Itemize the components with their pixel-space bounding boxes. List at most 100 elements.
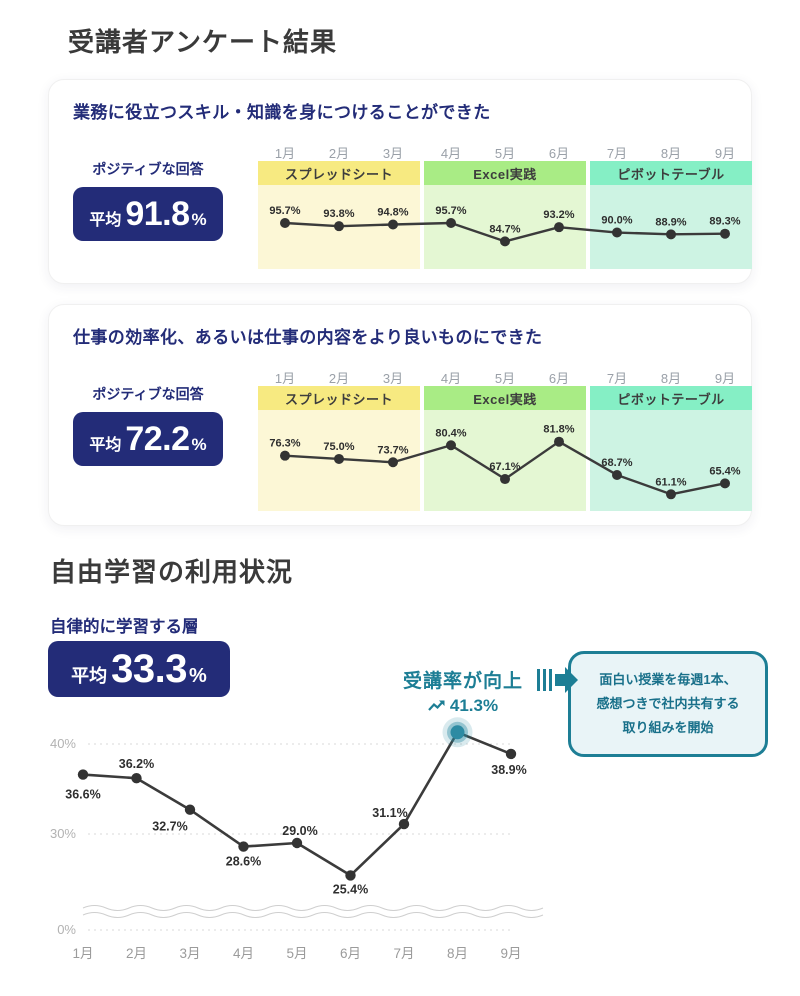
phase-label: ピボットテーブル <box>590 386 752 410</box>
badge-label: ポジティブな回答 <box>92 386 204 402</box>
average-prefix: 平均 <box>89 436 122 454</box>
phase-band: ピボットテーブル <box>590 161 752 269</box>
y-axis-tick: 40% <box>50 736 76 751</box>
month-label: 1月 <box>274 371 296 386</box>
average-text: 平均 91.8% <box>89 195 206 234</box>
value-label: 90.0% <box>601 215 632 227</box>
trend-up-icon <box>428 700 445 711</box>
arrow-right-glyph <box>537 667 578 693</box>
month-label: 3月 <box>382 371 404 386</box>
phase-bands: スプレッドシート Excel実践 ピボットテーブル 76.3% 75.0% 73.7% 80… <box>258 386 752 511</box>
attendance-rate-line-chart: 40% 30% 0% 36.6% 36.2% 32.7% 28.6% 29.0% 25.4% 31… <box>48 717 568 976</box>
value-label: 88.9% <box>655 216 686 228</box>
data-point <box>554 436 564 447</box>
month-label: 7月 <box>606 371 628 386</box>
month-label: 5月 <box>494 371 516 386</box>
skills-phase-line-chart: 1月 2月 3月 4月 5月 6月 7月 8月 9月 スプレッドシート Excel実践 ピボットテーブ… <box>258 147 752 269</box>
survey-card-skills: 業務に役立つスキル・知識を身につけることができた ポジティブな回答 平均 91.8… <box>48 79 752 284</box>
month-label: 8月 <box>447 946 468 961</box>
data-point <box>505 748 517 760</box>
average-text: 平均 33.3% <box>71 647 207 692</box>
annotation-value: 41.3% <box>449 696 499 715</box>
data-point <box>446 440 456 451</box>
month-axis: 1月 2月 3月 4月 5月 6月 7月 8月 9月 <box>258 147 752 161</box>
data-point <box>334 221 344 232</box>
phase-body <box>424 410 586 511</box>
data-point <box>612 227 622 238</box>
data-point <box>280 450 290 461</box>
month-label: 9月 <box>500 946 521 961</box>
card-title-skills: 業務に役立つスキル・知識を身につけることができた <box>73 103 491 122</box>
data-point <box>334 453 344 464</box>
month-group: 1月 2月 3月 <box>258 372 420 386</box>
value-label: 76.3% <box>269 438 300 450</box>
phase-bands: スプレッドシート Excel実践 ピボットテーブル 95.7% 93.8% 94.8% 95… <box>258 161 752 269</box>
data-point <box>500 474 510 485</box>
data-point <box>345 870 356 881</box>
month-label: 1月 <box>72 946 93 961</box>
month-group: 1月 2月 3月 <box>258 147 420 161</box>
average-badge-group: ポジティブな回答 平均 72.2% <box>73 372 258 511</box>
free-learning-line-plot: 40% 30% 0% 36.6% 36.2% 32.7% 28.6% 29.0% 25.4% 31… <box>50 717 544 961</box>
average-unit: % <box>189 664 207 687</box>
badge-label: ポジティブな回答 <box>92 161 204 177</box>
data-point <box>720 478 730 489</box>
value-label: 67.1% <box>489 461 520 473</box>
peak-annotation: 受講率が向上 41.3% <box>396 666 530 716</box>
data-point <box>184 804 196 815</box>
phase-body <box>590 185 752 269</box>
data-point <box>720 228 730 239</box>
average-badge: 平均 91.8% <box>73 187 223 241</box>
month-label: 5月 <box>286 946 307 961</box>
average-value: 91.8 <box>125 194 190 233</box>
month-label: 6月 <box>548 146 570 161</box>
month-label: 3月 <box>382 146 404 161</box>
month-label: 5月 <box>494 146 516 161</box>
data-point <box>398 818 410 830</box>
value-label: 95.7% <box>269 205 300 217</box>
average-unit: % <box>191 209 207 229</box>
month-label: 6月 <box>548 371 570 386</box>
data-point <box>388 457 398 468</box>
value-label: 31.1% <box>372 806 407 820</box>
month-label: 4月 <box>233 946 254 961</box>
autonomous-learners-label: 自律的に学習する層 <box>50 618 199 636</box>
highlighted-data-point <box>450 725 465 740</box>
value-label: 94.8% <box>377 207 408 219</box>
y-axis-tick: 0% <box>57 922 76 937</box>
callout-line: 感想つきで社内共有する <box>596 695 740 711</box>
survey-line-plot: 76.3% 75.0% 73.7% 80.4% 67.1% 81.8% 68.7% 61.1%… <box>269 424 741 500</box>
month-label: 4月 <box>440 371 462 386</box>
data-point <box>666 229 676 240</box>
month-axis: 1月 2月 3月 4月 5月 6月 7月 8月 9月 <box>258 372 752 386</box>
phase-label: Excel実践 <box>424 161 586 185</box>
data-point <box>446 218 456 228</box>
value-label: 29.0% <box>282 824 317 838</box>
month-label: 3月 <box>179 946 200 961</box>
value-label: 36.2% <box>119 757 154 771</box>
arrow-right-icon <box>537 663 579 697</box>
data-point <box>77 769 89 780</box>
month-label: 4月 <box>440 146 462 161</box>
value-label: 93.8% <box>323 208 354 220</box>
card-content-row: ポジティブな回答 平均 91.8% 1月 2月 3月 4月 5月 6月 7月 8月 9月 スプレッド… <box>73 147 752 269</box>
average-unit: % <box>191 434 207 454</box>
value-label: 95.7% <box>435 205 466 217</box>
value-label: 68.7% <box>601 457 632 469</box>
average-prefix: 平均 <box>71 665 108 686</box>
card-content-row: ポジティブな回答 平均 72.2% 1月 2月 3月 4月 5月 6月 7月 8月 9月 スプレッド… <box>73 372 752 511</box>
month-label: 1月 <box>274 146 296 161</box>
average-badge-group: ポジティブな回答 平均 91.8% <box>73 147 258 269</box>
phase-band: Excel実践 <box>424 386 586 511</box>
month-group: 7月 8月 9月 <box>590 147 752 161</box>
phase-label: Excel実践 <box>424 386 586 410</box>
data-point <box>131 773 142 784</box>
free-learning-chart-area: 自律的に学習する層 平均 33.3% 受講率が向上 41.3% 面 <box>48 611 768 996</box>
value-label: 38.9% <box>491 763 526 777</box>
card-title-efficiency: 仕事の効率化、あるいは仕事の内容をより良いものにできた <box>73 328 543 347</box>
month-label: 8月 <box>660 146 682 161</box>
average-prefix: 平均 <box>89 211 122 229</box>
value-label: 28.6% <box>226 855 261 869</box>
average-value: 72.2 <box>125 419 190 458</box>
month-group: 4月 5月 6月 <box>424 147 586 161</box>
